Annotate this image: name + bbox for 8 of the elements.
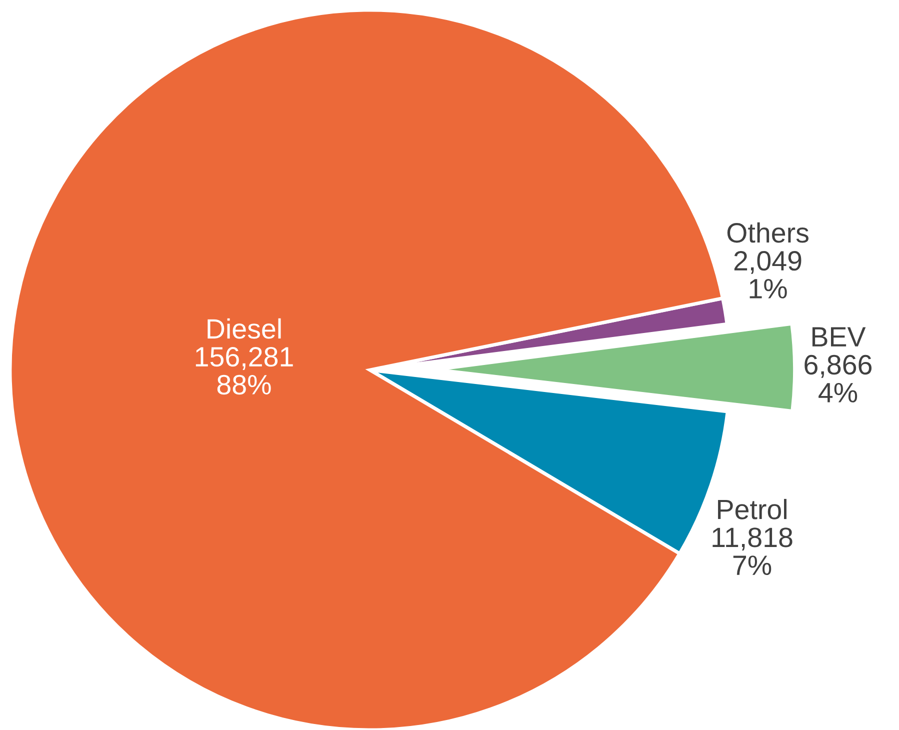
data-label: 6,866 4% [804, 354, 872, 402]
slice-label: Petrol [718, 498, 786, 520]
slice-label: BEV [812, 327, 866, 346]
data-label: 11,818 7% [712, 528, 792, 576]
data-label: 156,281 88% [196, 346, 293, 395]
data-label: 2,049 1% [734, 250, 802, 298]
slice-label: Diesel [208, 318, 281, 339]
slice-label: Others [727, 222, 808, 243]
